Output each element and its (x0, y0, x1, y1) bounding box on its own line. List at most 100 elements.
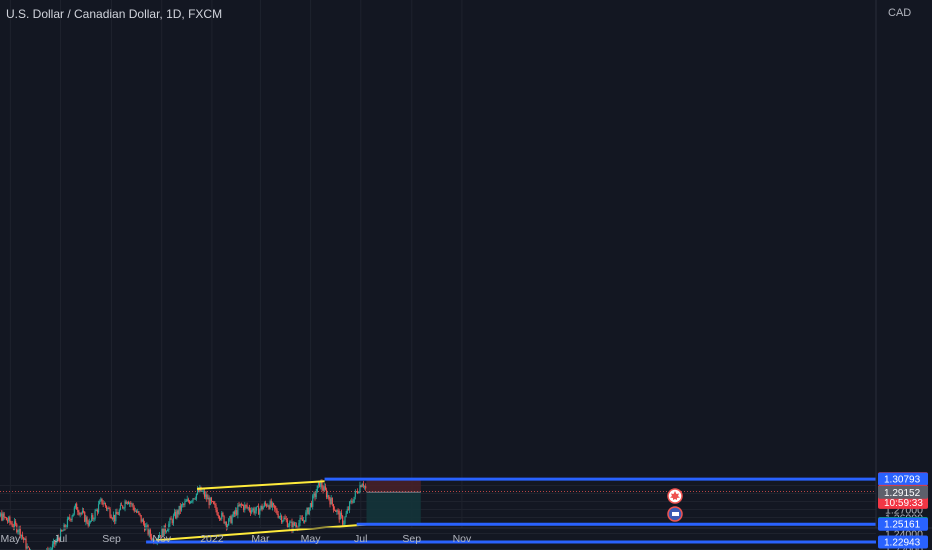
candle-body (81, 510, 84, 514)
candle-body (94, 510, 96, 519)
candle-body (178, 505, 180, 515)
candle-body (302, 520, 305, 522)
candle-body (114, 514, 116, 522)
candle-body (241, 504, 244, 506)
candle-body (11, 523, 13, 527)
candle-body (310, 503, 313, 507)
candle-body (56, 537, 58, 542)
candle-body (119, 504, 122, 510)
stop-loss-zone[interactable] (366, 478, 421, 493)
candle-body (91, 515, 93, 521)
candle-body (251, 510, 253, 513)
candle-body (228, 518, 230, 526)
candle-body (89, 520, 92, 522)
candle-body (57, 537, 59, 539)
event-markers[interactable] (667, 488, 683, 522)
candle-body (225, 522, 227, 528)
candle-body (266, 504, 268, 507)
grid (0, 0, 876, 550)
candle-body (86, 517, 88, 523)
candle-body (149, 529, 151, 537)
candle-body (253, 508, 255, 514)
candle-body (15, 521, 17, 525)
candle-body (211, 501, 214, 503)
candle-body (322, 488, 324, 491)
candle-body (139, 513, 141, 516)
symbol-title[interactable]: U.S. Dollar / Canadian Dollar, 1D, FXCM (6, 7, 223, 21)
candle-body (259, 509, 261, 515)
candle-body (329, 498, 331, 505)
candle-body (267, 505, 269, 507)
candle-body (272, 503, 275, 506)
x-tick-label: Jul (354, 533, 367, 545)
trendline[interactable] (155, 523, 367, 542)
time-axis[interactable]: May Jul Sep Nov 2022 Mar May Jul Sep Nov (0, 527, 932, 545)
candle-body (216, 509, 218, 516)
candle-body (313, 493, 315, 496)
candle-body (84, 511, 86, 522)
candle-body (161, 528, 163, 537)
candle-body (96, 509, 98, 513)
candle-body (88, 521, 90, 526)
candle-body (76, 503, 78, 510)
long-short-position-zones[interactable] (0, 478, 876, 524)
candles (0, 479, 367, 550)
candle-body (220, 518, 222, 520)
candle-body (207, 497, 209, 500)
candle-body (205, 494, 207, 497)
candle-body (72, 513, 74, 517)
candle-body (360, 485, 362, 488)
candle-body (80, 513, 82, 514)
x-tick-label: Mar (251, 533, 270, 545)
candle-body (142, 519, 145, 524)
candle-body (210, 497, 212, 502)
candle-body (337, 510, 339, 512)
candle-body (4, 517, 6, 518)
candle-body (359, 485, 361, 493)
candle-body (17, 531, 19, 533)
candle-body (330, 497, 332, 505)
candle-body (201, 491, 203, 493)
candle-body (26, 546, 28, 549)
take-profit-zone[interactable] (366, 492, 421, 524)
candle-body (146, 525, 148, 527)
trendline[interactable] (197, 480, 325, 490)
candle-body (21, 534, 24, 538)
candle-body (198, 489, 200, 492)
candle-body (268, 505, 270, 509)
candle-body (208, 497, 210, 506)
candle-body (246, 505, 248, 508)
candle-body (9, 517, 11, 523)
candle-body (233, 511, 236, 515)
candle-body (338, 511, 340, 520)
candle-body (108, 508, 110, 509)
candle-body (317, 481, 320, 486)
candle-body (229, 516, 231, 519)
candle-body (160, 535, 162, 537)
candle-body (172, 515, 174, 524)
x-tick-label: May (301, 533, 322, 545)
candle-body (163, 525, 165, 536)
candle-body (347, 509, 350, 510)
candle-body (325, 489, 328, 498)
x-tick-label: Jul (54, 533, 67, 545)
candle-body (203, 491, 206, 497)
candle-body (298, 522, 300, 528)
price-axis[interactable]: 1.300001.290001.280001.270001.260001.250… (875, 0, 923, 550)
us-stripes-icon (672, 512, 679, 516)
candle-body (264, 503, 267, 505)
drawings[interactable] (146, 477, 876, 544)
x-tick-label: May (0, 533, 21, 545)
candle-body (193, 498, 195, 500)
candle-body (115, 511, 117, 522)
candle-body (70, 519, 72, 521)
candle-body (274, 505, 276, 509)
maple-leaf-icon (670, 491, 680, 500)
candle-body (353, 496, 355, 503)
candle-body (3, 513, 5, 518)
candle-body (180, 504, 183, 511)
candle-body (135, 510, 138, 513)
x-tick-label: Nov (453, 533, 472, 545)
candle-body (158, 535, 161, 538)
